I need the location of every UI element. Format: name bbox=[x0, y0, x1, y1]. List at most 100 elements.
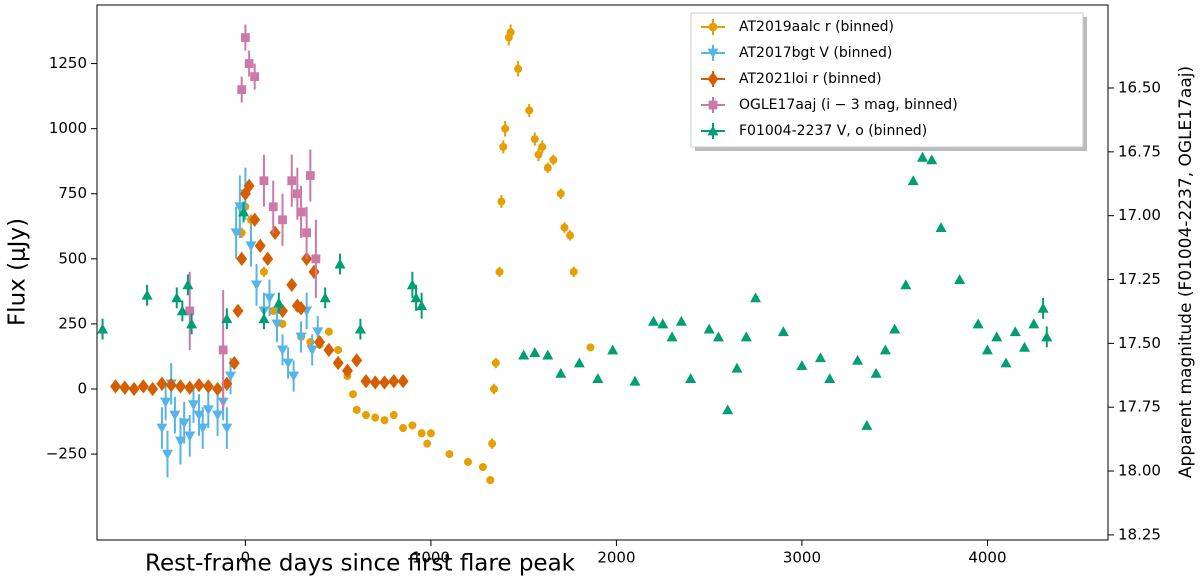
marker bbox=[556, 189, 565, 198]
marker bbox=[369, 375, 381, 390]
marker bbox=[110, 379, 122, 394]
marker bbox=[264, 293, 276, 304]
marker bbox=[916, 151, 928, 162]
marker bbox=[269, 225, 281, 240]
marker bbox=[273, 297, 285, 308]
marker bbox=[178, 418, 190, 429]
marker bbox=[218, 345, 228, 355]
marker bbox=[488, 439, 497, 448]
x-tick-label: 3000 bbox=[783, 549, 821, 567]
legend-label: AT2021loi r (binned) bbox=[739, 71, 882, 87]
y2-tick-label: 16.50 bbox=[1118, 78, 1161, 96]
marker bbox=[241, 33, 250, 42]
marker bbox=[514, 64, 523, 73]
marker bbox=[308, 264, 320, 279]
marker bbox=[296, 207, 306, 217]
marker bbox=[388, 374, 400, 389]
marker bbox=[302, 228, 312, 238]
marker bbox=[1000, 357, 1012, 368]
marker bbox=[657, 318, 669, 329]
marker bbox=[341, 363, 353, 378]
y-tick-label: 500 bbox=[58, 249, 87, 267]
marker bbox=[202, 379, 214, 394]
marker bbox=[244, 59, 254, 68]
marker bbox=[586, 343, 595, 352]
marker bbox=[506, 28, 515, 37]
marker bbox=[592, 373, 604, 383]
marker bbox=[542, 349, 554, 360]
marker bbox=[852, 354, 864, 365]
y2-tick-label: 18.00 bbox=[1118, 462, 1161, 480]
marker bbox=[128, 381, 140, 397]
legend-marker bbox=[707, 125, 719, 136]
marker bbox=[607, 344, 619, 355]
marker bbox=[202, 405, 214, 416]
marker bbox=[184, 431, 196, 442]
marker bbox=[824, 373, 836, 383]
marker bbox=[380, 416, 389, 425]
series bbox=[97, 151, 1053, 430]
marker bbox=[569, 267, 578, 276]
marker bbox=[861, 419, 873, 430]
marker bbox=[361, 411, 370, 420]
marker bbox=[97, 323, 109, 334]
marker bbox=[518, 349, 530, 360]
marker bbox=[399, 424, 408, 433]
marker bbox=[740, 331, 752, 342]
marker bbox=[629, 375, 641, 386]
marker bbox=[712, 331, 724, 342]
marker bbox=[295, 301, 307, 316]
marker bbox=[271, 319, 283, 330]
y2-axis-label: Apparent magnitude (F01004-2237, OGLE17a… bbox=[1176, 66, 1196, 478]
marker bbox=[305, 171, 315, 180]
x-tick-label: 2000 bbox=[597, 549, 635, 567]
marker bbox=[232, 303, 244, 319]
plot-frame bbox=[96, 4, 1109, 541]
marker bbox=[311, 254, 321, 264]
marker bbox=[489, 385, 498, 394]
marker bbox=[259, 267, 268, 276]
marker bbox=[282, 358, 294, 369]
marker bbox=[525, 106, 534, 115]
marker bbox=[185, 306, 195, 316]
marker bbox=[184, 380, 196, 395]
marker bbox=[236, 251, 248, 266]
marker bbox=[197, 423, 209, 434]
y-tick-label: 250 bbox=[58, 314, 87, 332]
marker bbox=[666, 331, 678, 342]
marker bbox=[258, 313, 270, 324]
marker bbox=[250, 72, 260, 81]
marker bbox=[555, 367, 567, 378]
marker bbox=[486, 476, 495, 485]
marker bbox=[991, 331, 1003, 342]
marker bbox=[648, 315, 660, 326]
marker bbox=[464, 457, 473, 466]
marker bbox=[160, 397, 172, 408]
legend-box bbox=[690, 12, 1084, 148]
y2-tick-label: 16.75 bbox=[1118, 142, 1161, 160]
y-tick-label: −250 bbox=[46, 445, 87, 463]
marker bbox=[137, 379, 149, 394]
marker bbox=[538, 142, 547, 151]
marker bbox=[954, 274, 966, 285]
marker bbox=[286, 277, 298, 293]
marker bbox=[259, 176, 269, 186]
marker bbox=[529, 347, 541, 357]
series bbox=[237, 24, 595, 485]
marker bbox=[416, 300, 428, 311]
marker bbox=[243, 178, 255, 194]
marker bbox=[119, 380, 131, 395]
marker bbox=[228, 355, 240, 371]
marker bbox=[900, 279, 912, 290]
marker bbox=[156, 423, 168, 434]
marker bbox=[221, 313, 233, 324]
y-axis-label: Flux (μJy) bbox=[5, 218, 31, 326]
marker bbox=[287, 176, 297, 186]
y2-tick-label: 17.50 bbox=[1118, 334, 1161, 352]
y-tick-label: 0 bbox=[77, 380, 87, 398]
marker bbox=[306, 345, 318, 356]
legend-label: F01004-2237 V, o (binned) bbox=[739, 123, 927, 139]
legend-label: OGLE17aaj (i − 3 mag, binned) bbox=[739, 97, 958, 113]
marker bbox=[141, 289, 153, 300]
